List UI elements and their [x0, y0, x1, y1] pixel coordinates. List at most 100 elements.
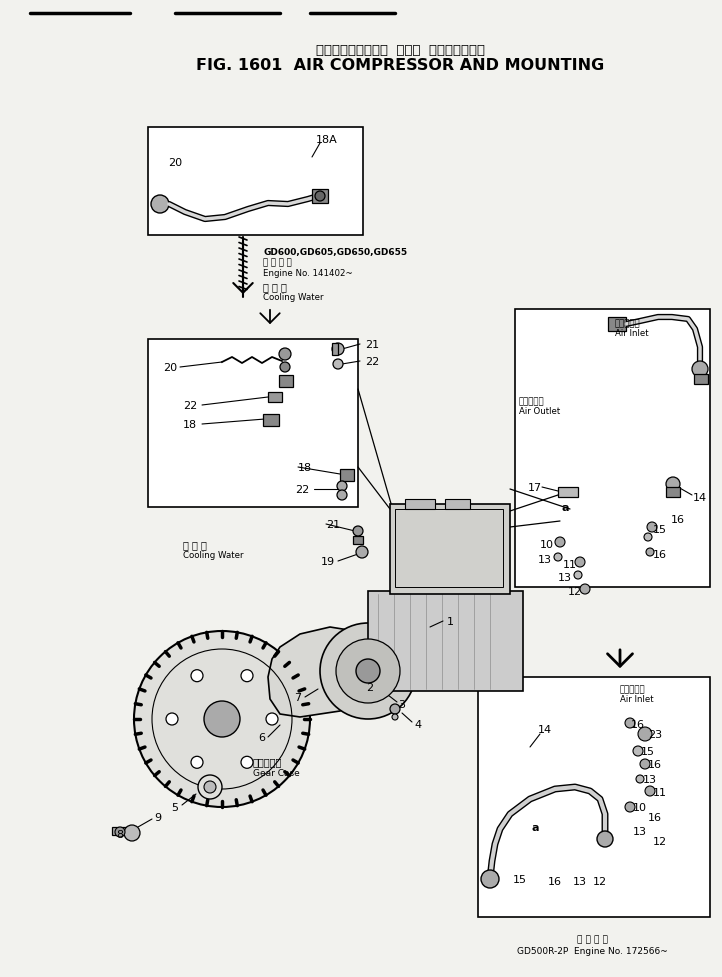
Text: 16: 16 — [631, 719, 645, 729]
Text: エアーコンプレッサ  および  マウンティング: エアーコンプレッサ および マウンティング — [316, 43, 484, 57]
Bar — [694, 374, 708, 385]
Polygon shape — [268, 627, 370, 717]
Circle shape — [575, 558, 585, 568]
Text: 12: 12 — [568, 586, 582, 596]
Circle shape — [647, 523, 657, 532]
Bar — [608, 318, 626, 331]
Text: 冷 却 水: 冷 却 水 — [183, 539, 207, 549]
Text: 20: 20 — [163, 362, 177, 372]
Text: エアー出口: エアー出口 — [519, 397, 544, 406]
Text: Cooling Water: Cooling Water — [263, 292, 323, 301]
Text: Air Inlet: Air Inlet — [620, 695, 653, 703]
Text: 1: 1 — [446, 616, 453, 626]
Text: 19: 19 — [321, 557, 335, 567]
Bar — [148, 340, 358, 507]
Circle shape — [645, 786, 655, 796]
Text: 15: 15 — [513, 874, 527, 884]
Text: a: a — [561, 502, 569, 513]
Text: Cooling Water: Cooling Water — [183, 551, 243, 560]
Circle shape — [633, 746, 643, 756]
Text: 4: 4 — [414, 719, 422, 729]
Circle shape — [320, 623, 416, 719]
Text: 6: 6 — [258, 732, 266, 743]
Text: 22: 22 — [365, 357, 379, 366]
Circle shape — [279, 349, 291, 361]
Text: 10: 10 — [540, 539, 554, 549]
Text: 17: 17 — [528, 483, 542, 492]
Bar — [353, 536, 363, 544]
Text: 5: 5 — [172, 802, 178, 812]
Text: 2: 2 — [367, 682, 373, 693]
Circle shape — [151, 195, 169, 214]
Circle shape — [134, 631, 310, 807]
Circle shape — [644, 533, 652, 541]
Text: 16: 16 — [548, 876, 562, 886]
Circle shape — [337, 482, 347, 491]
Circle shape — [638, 727, 652, 742]
Text: 21: 21 — [365, 340, 379, 350]
Circle shape — [336, 639, 400, 703]
Circle shape — [356, 659, 380, 683]
Bar — [340, 470, 354, 482]
Bar — [368, 591, 523, 692]
Circle shape — [597, 831, 613, 847]
Text: 11: 11 — [563, 560, 577, 570]
Circle shape — [625, 718, 635, 728]
Bar — [312, 190, 328, 204]
Text: 13: 13 — [643, 774, 657, 785]
Circle shape — [241, 670, 253, 682]
Circle shape — [390, 704, 400, 714]
Text: Engine No. 141402~: Engine No. 141402~ — [263, 269, 353, 277]
Circle shape — [333, 360, 343, 369]
Circle shape — [204, 701, 240, 738]
Text: 13: 13 — [558, 573, 572, 582]
Circle shape — [337, 490, 347, 500]
Circle shape — [191, 670, 203, 682]
Text: 15: 15 — [641, 746, 655, 756]
Text: 11: 11 — [653, 787, 667, 797]
Bar — [148, 128, 363, 235]
Text: a: a — [531, 823, 539, 832]
Text: GD500R-2P  Engine No. 172566~: GD500R-2P Engine No. 172566~ — [517, 947, 667, 956]
Text: Gear Case: Gear Case — [253, 768, 300, 777]
Circle shape — [554, 553, 562, 562]
Text: 18A: 18A — [316, 135, 338, 145]
Circle shape — [241, 756, 253, 769]
Text: 16: 16 — [648, 759, 662, 769]
Text: 18: 18 — [183, 419, 197, 430]
Bar — [332, 344, 338, 356]
Text: 16: 16 — [653, 549, 667, 560]
Bar — [263, 414, 279, 427]
Text: 3: 3 — [399, 700, 406, 709]
Circle shape — [646, 548, 654, 557]
Bar — [558, 488, 578, 497]
Text: 15: 15 — [653, 525, 667, 534]
Text: 13: 13 — [633, 827, 647, 836]
Circle shape — [124, 826, 140, 841]
Circle shape — [266, 713, 278, 725]
Bar — [390, 504, 510, 594]
Text: 23: 23 — [648, 729, 662, 740]
Text: 8: 8 — [116, 829, 123, 839]
Text: 22: 22 — [295, 485, 309, 494]
Text: ギヤケース: ギヤケース — [253, 756, 282, 766]
Text: 7: 7 — [295, 693, 302, 702]
Text: 適 用 番 号: 適 用 番 号 — [577, 935, 607, 944]
Text: 22: 22 — [183, 401, 197, 410]
Text: 10: 10 — [633, 802, 647, 812]
Bar — [478, 677, 710, 917]
Text: 9: 9 — [155, 812, 162, 823]
Circle shape — [574, 572, 582, 579]
Bar — [279, 375, 293, 388]
Circle shape — [640, 759, 650, 769]
Circle shape — [198, 775, 222, 799]
Bar — [112, 828, 130, 835]
Circle shape — [481, 871, 499, 888]
Text: 適 用 番 号: 適 用 番 号 — [263, 258, 292, 268]
Text: FIG. 1601  AIR COMPRESSOR AND MOUNTING: FIG. 1601 AIR COMPRESSOR AND MOUNTING — [196, 59, 604, 73]
Bar — [666, 488, 680, 497]
Circle shape — [692, 361, 708, 378]
Text: 冷 却 水: 冷 却 水 — [263, 281, 287, 292]
Bar — [268, 393, 282, 403]
Text: 21: 21 — [326, 520, 340, 530]
